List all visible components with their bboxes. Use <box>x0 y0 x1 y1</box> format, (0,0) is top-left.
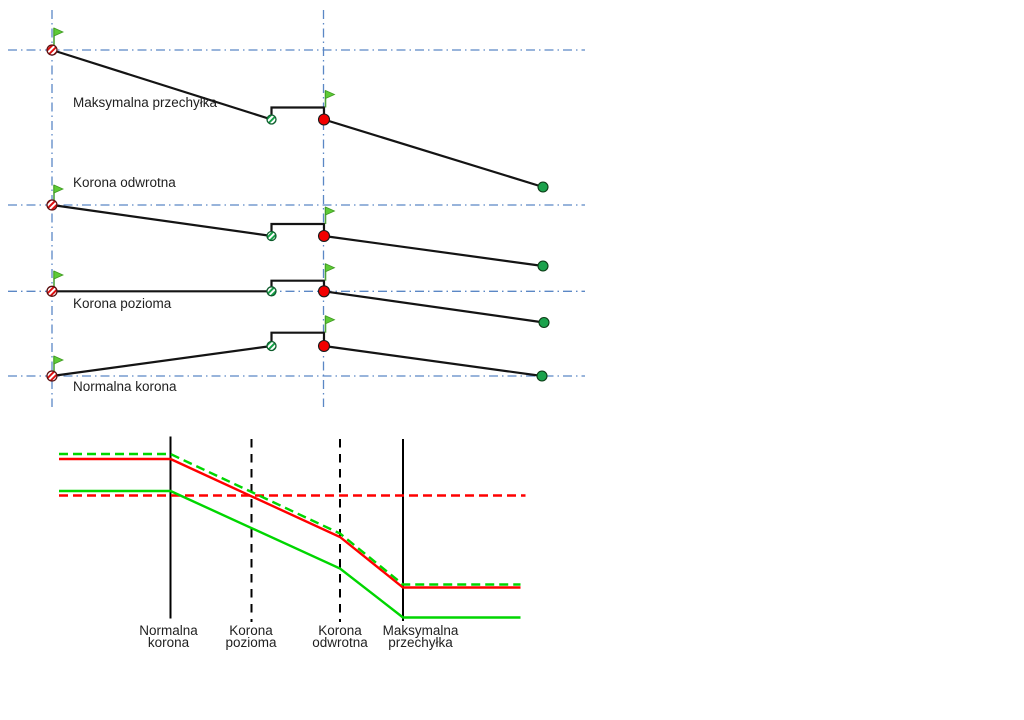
section-korona-pozioma <box>46 263 550 329</box>
grip-flag-icon[interactable] <box>324 206 336 224</box>
flag-pennant <box>325 263 336 273</box>
station-label-line1: Korona <box>318 623 362 638</box>
grip-flag-icon[interactable] <box>324 263 336 281</box>
marker-crown-green-hatched[interactable] <box>266 230 277 242</box>
section-maksymalna-przechylka <box>46 27 549 193</box>
station-label-normalna-korona: Normalna korona <box>139 623 198 650</box>
marker-crown-green-hatched[interactable] <box>266 286 277 297</box>
marker-crown-red-dot[interactable] <box>317 339 331 353</box>
section-label-korona-pozioma: Korona pozioma <box>73 296 172 311</box>
section-label-korona-odwrotna: Korona odwrotna <box>73 175 176 190</box>
series-green-dashed <box>59 452 521 586</box>
station-label-maksymalna-przechylka: Maksymalna przechyłka <box>382 623 459 650</box>
crown-step-line <box>270 222 326 232</box>
crown-step-line <box>270 331 326 342</box>
marker-left-red-hatched[interactable] <box>46 285 58 297</box>
grip-flag-icon[interactable] <box>53 184 64 202</box>
station-label-line1: Maksymalna <box>382 623 459 638</box>
crown-step-line <box>270 106 326 115</box>
series-green-solid <box>59 489 521 619</box>
grip-flag-icon[interactable] <box>53 270 64 288</box>
marker-crown-green-hatched[interactable] <box>266 340 277 352</box>
lane-line-right <box>323 118 544 189</box>
lane-line-left <box>51 344 272 378</box>
section-label-normalna-korona: Normalna korona <box>73 379 177 394</box>
marker-left-red-hatched[interactable] <box>46 199 58 211</box>
marker-left-red-hatched[interactable] <box>46 370 58 382</box>
lane-line-right <box>323 344 543 378</box>
station-label-line2: przechyłka <box>388 634 453 650</box>
crown-step-line <box>270 279 326 287</box>
lane-line-left <box>51 203 272 238</box>
cross-section-layer <box>8 10 585 407</box>
station-label-line1: Korona <box>229 623 273 638</box>
section-normalna-korona <box>46 315 548 382</box>
flag-pennant <box>53 355 64 365</box>
marker-right-green-dot[interactable] <box>537 181 549 193</box>
station-label-line2: odwrotna <box>312 634 368 650</box>
station-label-korona-pozioma: Korona pozioma <box>225 623 277 650</box>
lane-line-right <box>323 234 544 268</box>
flag-pennant <box>53 27 64 37</box>
grip-flag-icon[interactable] <box>53 355 64 373</box>
marker-left-red-hatched[interactable] <box>46 44 58 56</box>
station-label-korona-odwrotna: Korona odwrotna <box>312 623 368 650</box>
grip-flag-icon[interactable] <box>324 315 336 333</box>
marker-crown-red-dot[interactable] <box>317 285 331 298</box>
grip-flag-icon[interactable] <box>53 27 64 45</box>
flag-pennant <box>325 315 336 325</box>
flag-pennant <box>325 206 336 216</box>
superelevation-chart-layer <box>59 436 526 622</box>
section-label-maksymalna-przechylka: Maksymalna przechyłka <box>73 95 218 110</box>
section-korona-odwrotna <box>46 184 549 272</box>
marker-right-green-dot[interactable] <box>537 260 549 272</box>
series-red-solid <box>59 457 521 589</box>
flag-pennant <box>53 270 64 280</box>
marker-crown-red-dot[interactable] <box>317 113 331 126</box>
lane-line-left <box>51 48 272 121</box>
grip-flag-icon[interactable] <box>324 89 336 108</box>
marker-right-green-dot[interactable] <box>536 370 548 382</box>
marker-crown-green-hatched[interactable] <box>266 114 277 125</box>
station-label-line2: pozioma <box>225 634 277 650</box>
station-label-line2: korona <box>147 634 190 650</box>
lane-line-right <box>323 290 545 324</box>
flag-pennant <box>325 89 336 100</box>
station-label-line1: Normalna <box>139 623 198 638</box>
marker-crown-red-dot[interactable] <box>317 229 331 243</box>
marker-right-green-dot[interactable] <box>538 316 550 329</box>
flag-pennant <box>53 184 64 194</box>
